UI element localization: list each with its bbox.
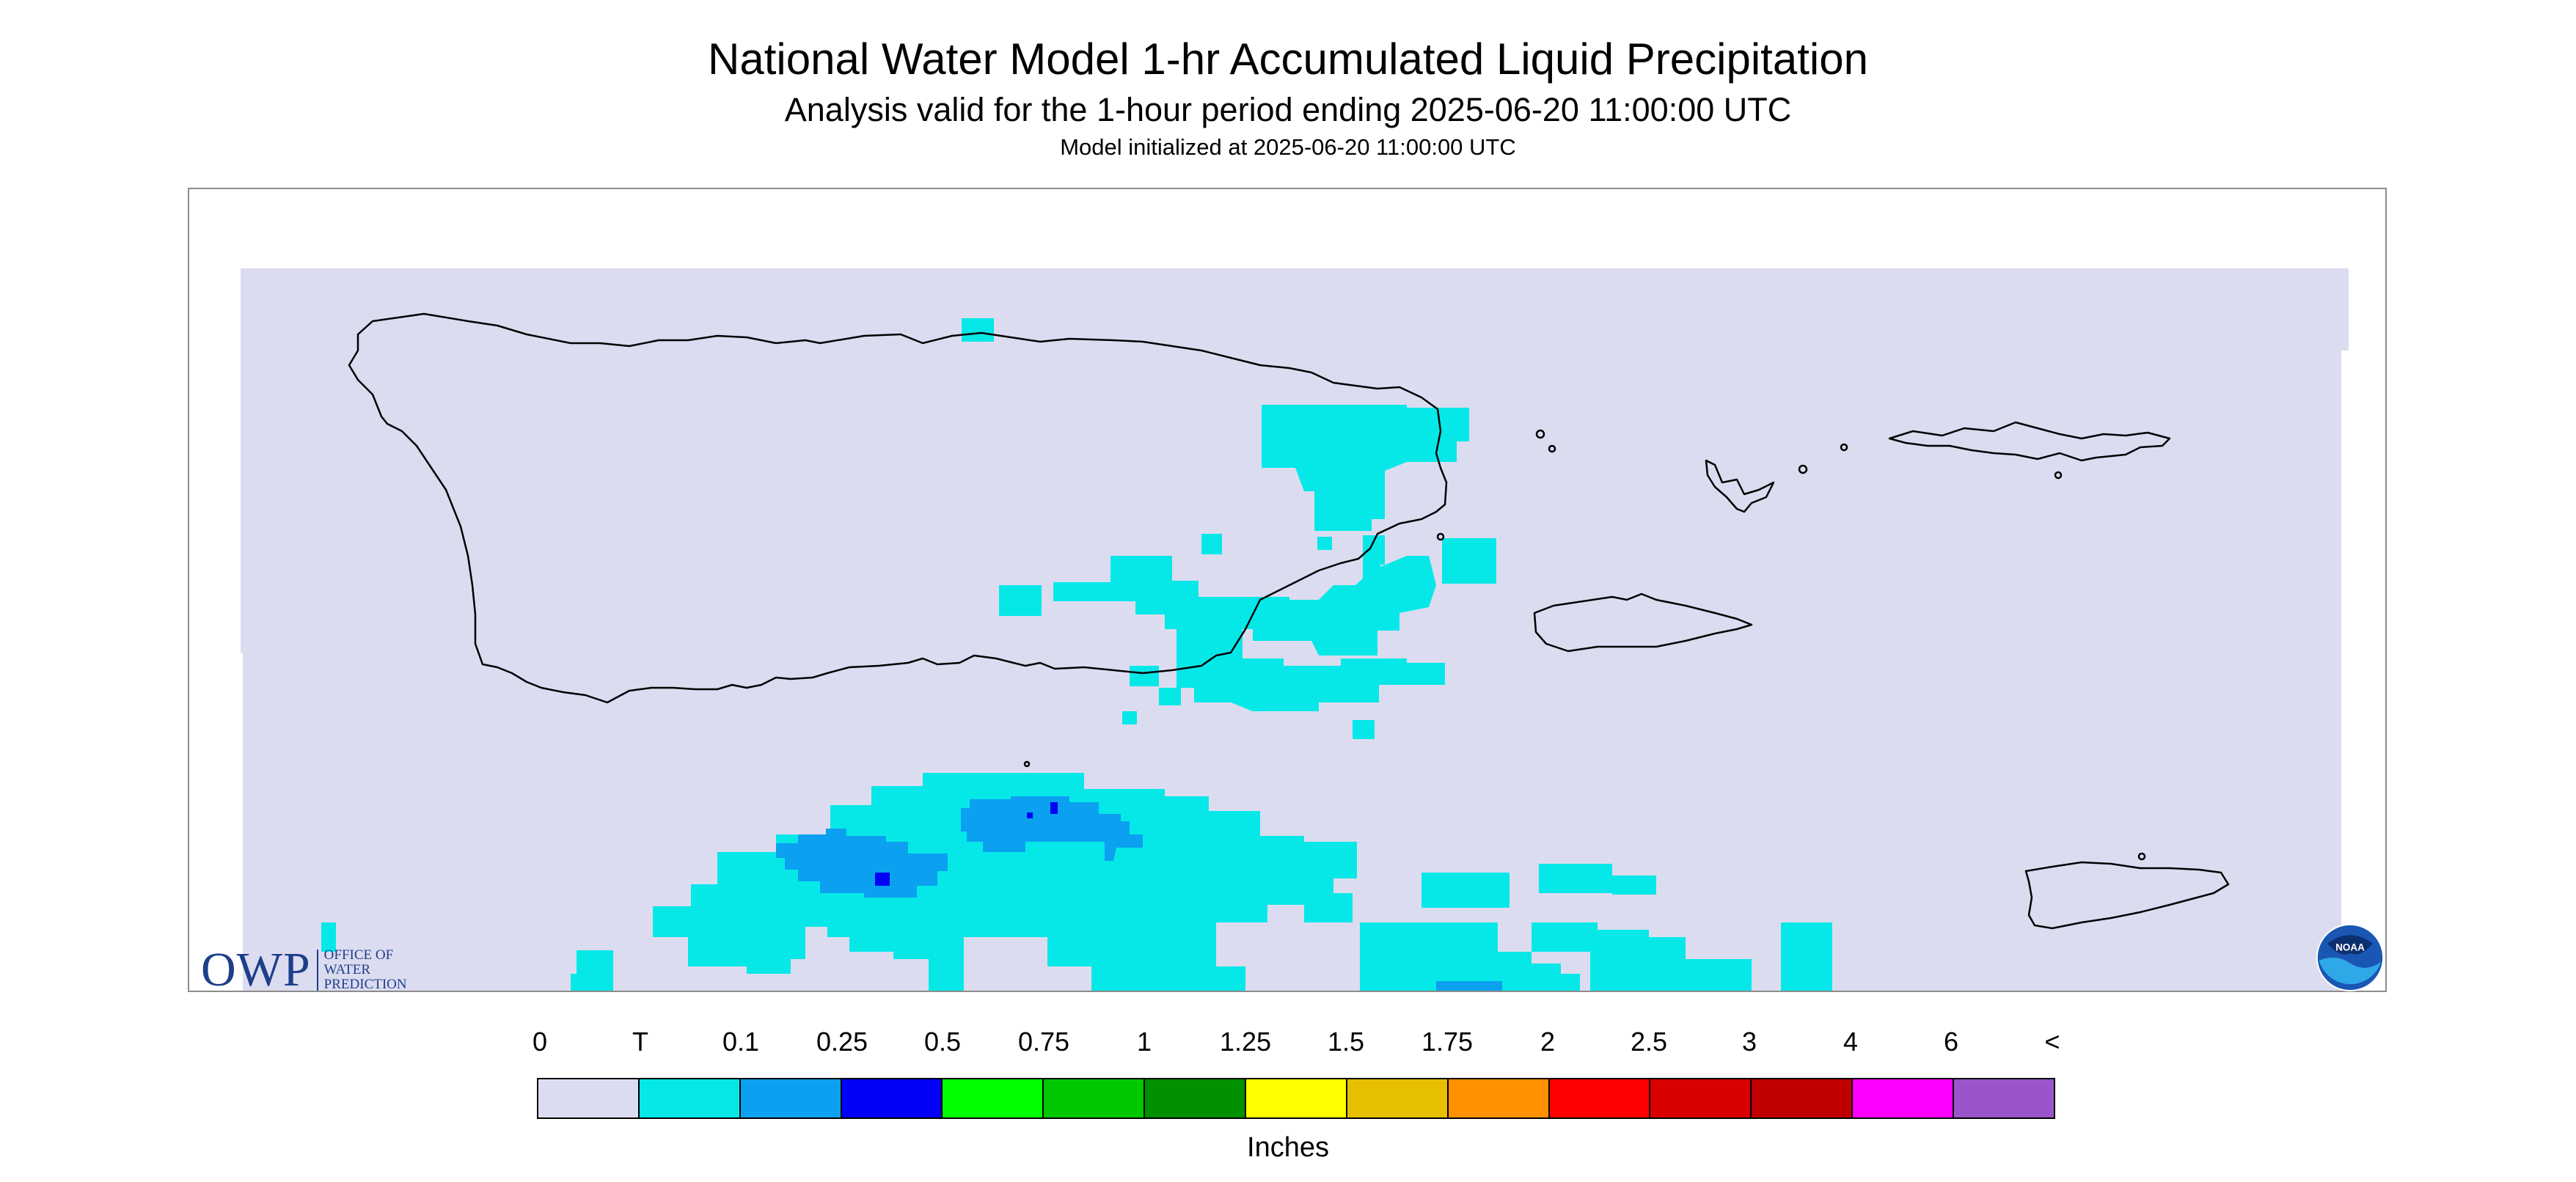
precipitation-map — [188, 188, 2387, 992]
legend-color-swatch — [1853, 1079, 1955, 1117]
owp-logo-mark: OWP — [201, 943, 311, 996]
legend-color-swatch — [943, 1079, 1044, 1117]
legend-label: 2.5 — [1630, 1027, 1668, 1057]
legend-label: 1.25 — [1219, 1027, 1272, 1057]
legend-label: 1 — [1136, 1027, 1152, 1057]
owp-logo: OWP OFFICE OF WATER PREDICTION — [201, 946, 407, 994]
noaa-logo-text: NOAA — [2335, 941, 2365, 952]
legend-color-swatch — [1044, 1079, 1146, 1117]
legend-colorbar — [537, 1078, 2055, 1119]
legend-label: 4 — [1843, 1027, 1859, 1057]
legend-color-swatch — [1650, 1079, 1752, 1117]
owp-logo-line1: OFFICE OF — [323, 947, 394, 963]
legend-color-swatch — [639, 1079, 741, 1117]
legend-label: < — [2044, 1027, 2060, 1057]
map-title: National Water Model 1-hr Accumulated Li… — [708, 34, 1868, 84]
st-croix-coast — [2024, 861, 2230, 930]
legend-color-swatch — [1752, 1079, 1854, 1117]
map-subtitle: Analysis valid for the 1-hour period end… — [784, 91, 1792, 128]
owp-logo-line3: PREDICTION — [323, 977, 407, 992]
legend-color-swatch — [1954, 1079, 2054, 1117]
st-thomas-john-coast — [1888, 421, 2171, 462]
coastlines — [348, 312, 2230, 930]
legend-color-swatch — [538, 1079, 640, 1117]
legend-label: 0.25 — [816, 1027, 868, 1057]
legend-label: 1.75 — [1421, 1027, 1474, 1057]
owp-logo-line2: WATER — [323, 962, 370, 977]
noaa-logo: NOAA — [2316, 923, 2385, 992]
legend-color-swatch — [1448, 1079, 1550, 1117]
owp-logo-text: OFFICE OF WATER PREDICTION — [324, 948, 407, 992]
legend-color-swatch — [1347, 1079, 1449, 1117]
legend-label: 0 — [532, 1027, 548, 1057]
legend-color-swatch — [1246, 1079, 1347, 1117]
legend-units: Inches — [1247, 1132, 1329, 1163]
legend-label: T — [632, 1027, 648, 1057]
legend-color-swatch — [1145, 1079, 1247, 1117]
legend-label: 0.75 — [1017, 1027, 1070, 1057]
owp-logo-divider — [316, 950, 318, 991]
legend-label: 0.5 — [923, 1027, 962, 1057]
precip-light-areas — [776, 796, 1502, 991]
legend-label: 6 — [1943, 1027, 1959, 1057]
culebra-coast — [1705, 459, 1775, 513]
legend-labels: 0 T 0.1 0.25 0.5 0.75 1 1.25 1.5 1.75 2 … — [0, 1027, 2576, 1063]
puerto-rico-coast — [348, 312, 1448, 704]
model-init-time: Model initialized at 2025-06-20 11:00:00… — [1060, 134, 1516, 160]
precip-moderate-areas — [875, 802, 1058, 886]
legend-label: 3 — [1741, 1027, 1757, 1057]
vieques-coast — [1533, 592, 1753, 653]
legend-label: 0.1 — [722, 1027, 760, 1057]
precip-trace-areas — [321, 318, 1832, 991]
legend-label: 1.5 — [1327, 1027, 1365, 1057]
legend-color-swatch — [740, 1079, 842, 1117]
legend-color-swatch — [1549, 1079, 1651, 1117]
legend-color-swatch — [841, 1079, 943, 1117]
legend-label: 2 — [1540, 1027, 1556, 1057]
